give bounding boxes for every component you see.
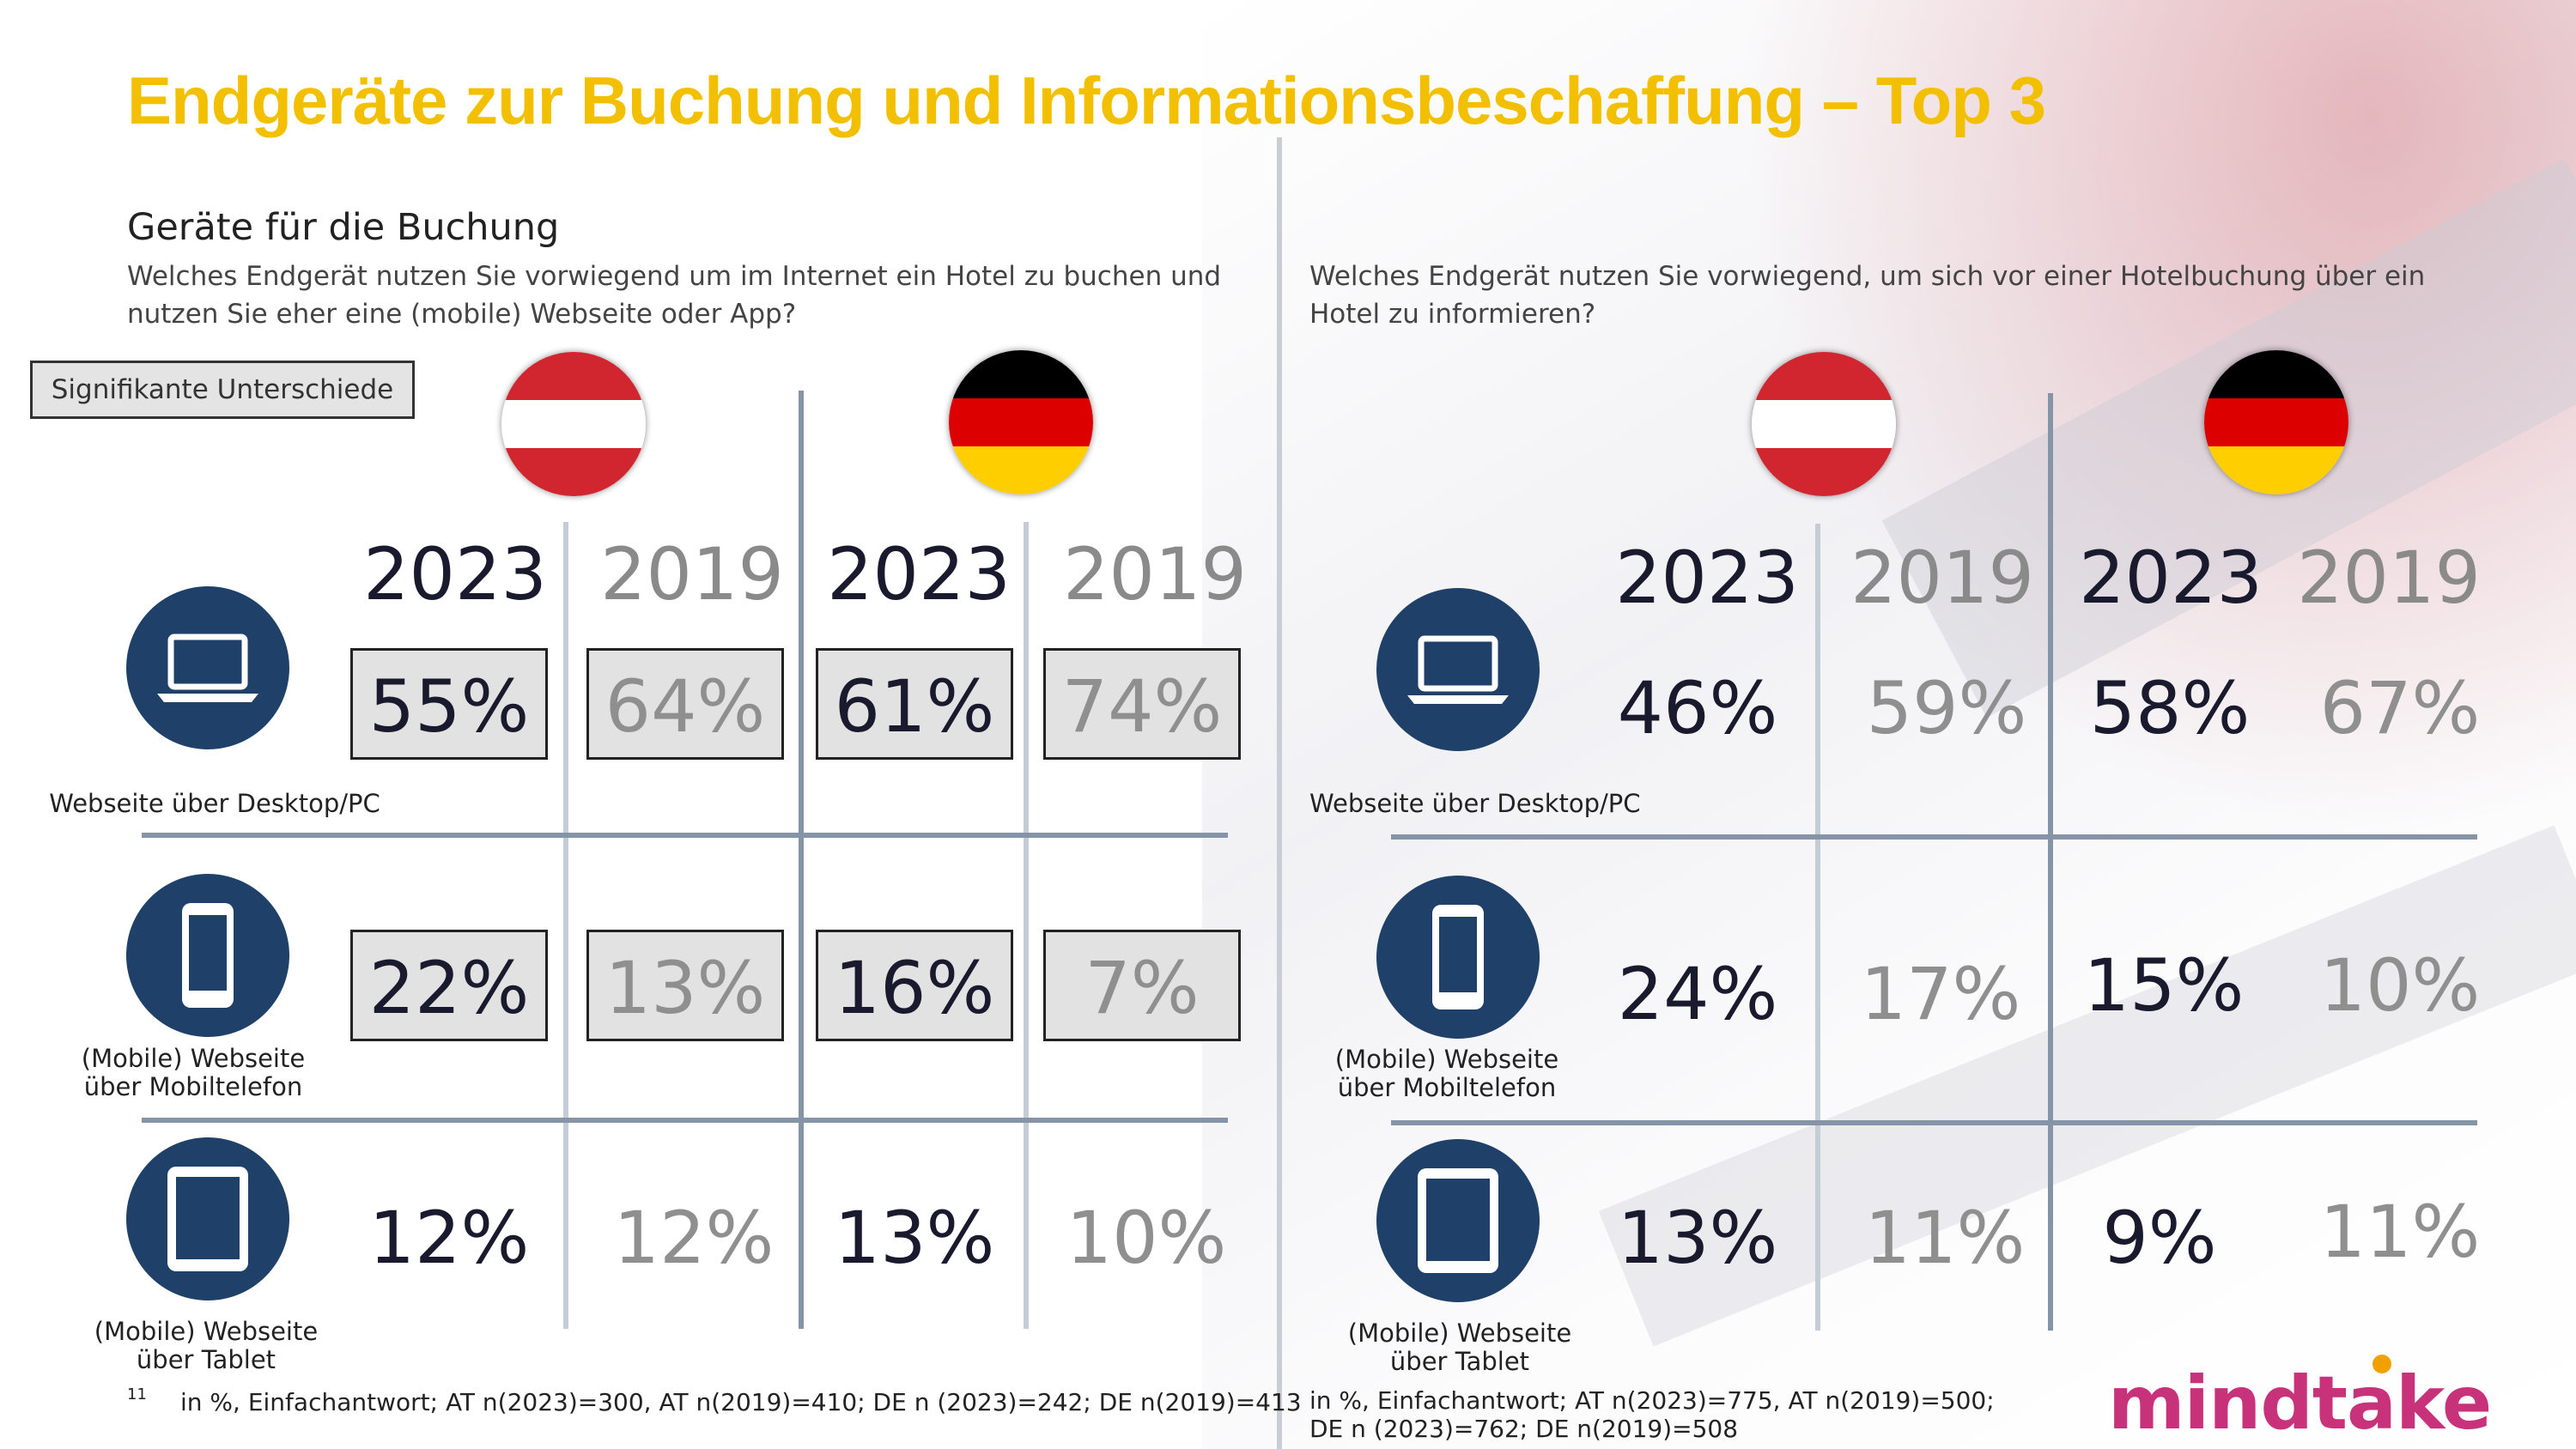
value-cell: 59%	[1866, 666, 2027, 750]
value-cell: 74%	[1043, 648, 1241, 760]
footnote-left: in %, Einfachantwort; AT n(2023)=300, AT…	[180, 1388, 1302, 1416]
tablet-icon	[1376, 1139, 1540, 1302]
country-divider	[2048, 393, 2053, 1331]
row-label-line: (Mobile) Webseite	[1347, 1319, 1572, 1348]
value-cell: 55%	[350, 648, 548, 760]
laptop-icon	[1376, 588, 1540, 751]
right-question-line: Welches Endgerät nutzen Sie vorwiegend, …	[1309, 261, 2426, 292]
row-label-tablet: (Mobile) Webseite über Tablet	[1288, 1319, 1631, 1376]
value-cell: 58%	[2089, 666, 2251, 750]
value-cell: 16%	[816, 930, 1013, 1041]
row-label-mobile: (Mobile) Webseite über Mobiltelefon	[1288, 1046, 1606, 1102]
year-header: 2019	[1850, 536, 2034, 620]
left-question: Welches Endgerät nutzen Sie vorwiegend u…	[127, 258, 1221, 333]
row-divider	[142, 833, 1228, 838]
year-header: 2023	[827, 532, 1011, 616]
row-label-desktop: Webseite über Desktop/PC	[1309, 789, 1641, 818]
value-cell: 67%	[2319, 666, 2481, 750]
value-cell: 11%	[1864, 1196, 2026, 1280]
right-question-line: Hotel zu informieren?	[1309, 299, 1596, 330]
value-cell: 46%	[1617, 666, 1778, 750]
row-label-line: über Mobiltelefon	[83, 1072, 303, 1101]
main-divider	[1277, 137, 1282, 1449]
row-divider	[142, 1118, 1228, 1123]
value-cell: 22%	[350, 930, 548, 1041]
year-header: 2023	[363, 532, 547, 616]
germany-flag-icon	[2204, 350, 2348, 494]
row-label-line: über Tablet	[136, 1345, 276, 1374]
row-label-desktop: Webseite über Desktop/PC	[49, 789, 380, 818]
footnote-line: DE n (2023)=762; DE n(2019)=508	[1309, 1415, 1739, 1443]
page-title: Endgeräte zur Buchung und Informationsbe…	[127, 63, 2046, 138]
row-divider	[1391, 834, 2477, 840]
value-cell: 12%	[368, 1196, 530, 1280]
value-cell: 12%	[613, 1196, 775, 1280]
value-cell: 61%	[816, 648, 1013, 760]
year-header: 2019	[1063, 532, 1247, 616]
value-cell: 17%	[1860, 952, 2021, 1036]
row-label-line: (Mobile) Webseite	[94, 1317, 319, 1346]
footnote-line: in %, Einfachantwort; AT n(2023)=775, AT…	[1309, 1386, 1995, 1415]
left-subhead: Geräte für die Buchung	[127, 206, 560, 249]
footnote-number: 11	[127, 1385, 147, 1404]
column-divider	[563, 522, 568, 1329]
value-cell: 13%	[834, 1196, 995, 1280]
logo-dot-icon	[2372, 1355, 2391, 1373]
value-cell: 15%	[2083, 943, 2245, 1028]
value-cell: 9%	[2102, 1196, 2217, 1280]
left-question-line: nutzen Sie eher eine (mobile) Webseite o…	[127, 299, 797, 330]
smartphone-icon	[126, 874, 289, 1037]
value-cell: 10%	[1066, 1196, 1227, 1280]
year-header: 2019	[2297, 536, 2481, 620]
row-label-tablet: (Mobile) Webseite über Tablet	[34, 1318, 378, 1374]
row-label-line: über Tablet	[1389, 1347, 1530, 1376]
value-cell: 11%	[2319, 1190, 2481, 1274]
laptop-icon	[126, 586, 289, 749]
column-divider	[1024, 522, 1029, 1329]
value-cell: 24%	[1617, 952, 1778, 1036]
year-header: 2023	[1615, 536, 1799, 620]
row-label-mobile: (Mobile) Webseite über Mobiltelefon	[34, 1045, 352, 1101]
row-label-line: (Mobile) Webseite	[81, 1044, 306, 1073]
column-divider	[1815, 524, 1820, 1331]
row-divider	[1391, 1120, 2477, 1125]
value-cell: 7%	[1043, 930, 1241, 1041]
significance-legend: Signifikante Unterschiede	[30, 361, 415, 419]
left-question-line: Welches Endgerät nutzen Sie vorwiegend u…	[127, 261, 1222, 292]
row-label-line: (Mobile) Webseite	[1334, 1045, 1559, 1074]
value-cell: 13%	[1617, 1196, 1778, 1280]
footnote-right: in %, Einfachantwort; AT n(2023)=775, AT…	[1309, 1386, 1995, 1443]
row-label-line: über Mobiltelefon	[1337, 1073, 1557, 1102]
tablet-icon	[126, 1137, 289, 1300]
country-divider	[799, 391, 804, 1329]
year-header: 2019	[600, 532, 784, 616]
right-question: Welches Endgerät nutzen Sie vorwiegend, …	[1309, 258, 2425, 333]
value-cell: 10%	[2319, 943, 2481, 1028]
germany-flag-icon	[949, 350, 1093, 494]
mindtake-logo: mindtake	[2108, 1361, 2492, 1446]
smartphone-icon	[1376, 876, 1540, 1039]
value-cell: 64%	[586, 648, 784, 760]
value-cell: 13%	[586, 930, 784, 1041]
austria-flag-icon	[501, 352, 646, 496]
year-header: 2023	[2079, 536, 2263, 620]
austria-flag-icon	[1752, 352, 1896, 496]
